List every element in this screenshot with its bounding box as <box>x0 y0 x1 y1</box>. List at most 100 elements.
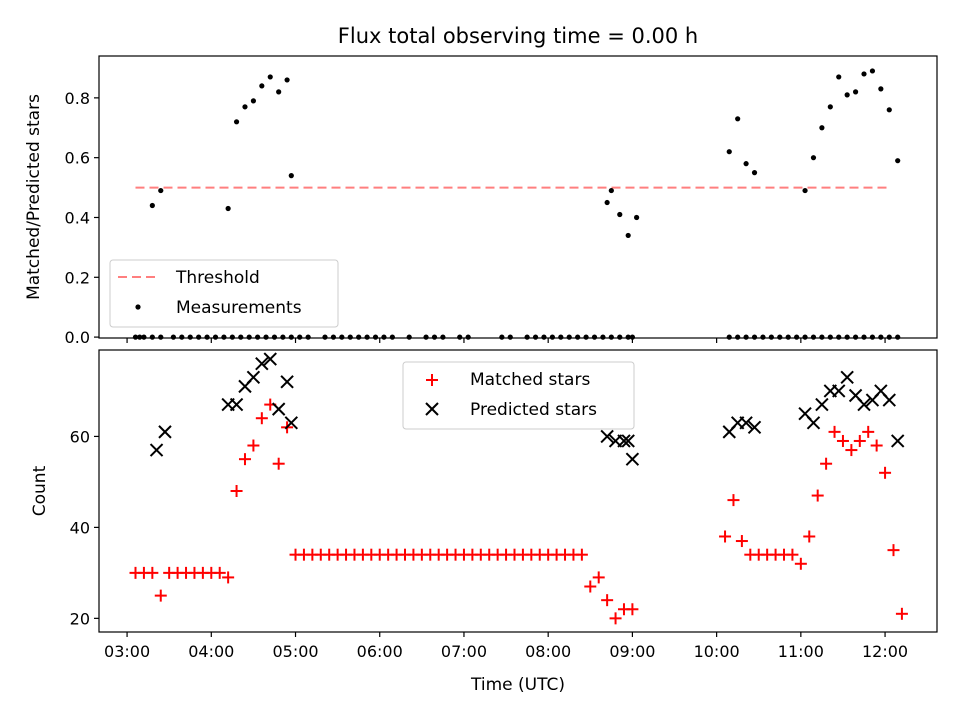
matched-star-point <box>230 485 243 497</box>
measurement-point <box>726 334 732 340</box>
x-tick-label: 11:00 <box>778 642 824 661</box>
measurement-point <box>743 334 749 340</box>
matched-star-point <box>575 548 588 561</box>
bottom-panel: 20 40 60 03:00 04:00 05:00 06:00 07:00 08:00 09:… <box>30 349 938 695</box>
measurement-point <box>179 334 185 340</box>
measurement-point <box>541 334 547 340</box>
matched-star-point <box>853 434 866 447</box>
measurement-point <box>532 334 539 340</box>
measurement-point <box>869 334 876 340</box>
measurement-point <box>827 104 833 110</box>
bottom-y-axis: 20 40 60 <box>70 427 99 628</box>
measurement-point <box>141 334 147 340</box>
measurement-point <box>751 334 758 340</box>
measurement-point <box>617 211 623 218</box>
measurement-point <box>149 334 155 340</box>
matched-star-point <box>213 566 226 579</box>
measurement-point <box>625 334 631 340</box>
measurement-point <box>465 334 471 340</box>
measurement-point <box>794 334 800 340</box>
measurement-point <box>381 334 387 340</box>
measurement-point <box>233 119 240 125</box>
matched-star-point <box>811 489 824 502</box>
measurement-point <box>288 173 294 179</box>
matched-star-point <box>238 453 251 466</box>
bottom-plot-area <box>98 349 938 633</box>
matched-star-point <box>895 607 908 620</box>
measurement-point <box>267 74 273 80</box>
measurement-point <box>869 68 876 74</box>
measurement-point <box>305 334 311 340</box>
matched-star-point <box>803 530 816 543</box>
top-y-tick-label: 0.4 <box>65 208 90 227</box>
measurement-point <box>895 334 901 340</box>
measurement-point <box>255 334 261 340</box>
matched-star-point <box>836 434 849 447</box>
measurement-point <box>406 334 412 340</box>
measurement-point <box>356 334 362 340</box>
matched-star-point <box>626 603 639 616</box>
x-axis-label: Time (UTC) <box>470 675 565 695</box>
predicted-star-point <box>271 402 286 416</box>
measurement-point <box>225 205 231 212</box>
measurement-point <box>836 334 842 340</box>
measurement-point <box>149 202 155 209</box>
matched-star-point <box>146 566 159 579</box>
matched-star-point <box>879 466 892 479</box>
measurement-point <box>137 334 143 340</box>
matched-star-point <box>719 530 732 543</box>
measurement-point <box>751 170 758 176</box>
measurement-point <box>852 334 859 340</box>
measurement-point <box>524 334 530 340</box>
predicted-star-point <box>857 397 871 412</box>
measurement-point <box>735 334 741 340</box>
x-tick-label: 07:00 <box>441 642 487 661</box>
matched-star-point <box>870 439 883 452</box>
predicted-star-point <box>840 370 854 384</box>
top-y-tick-label: 0.0 <box>65 328 90 347</box>
bottom-y-axis-label: Count <box>30 465 50 516</box>
measurement-point <box>575 334 581 340</box>
matched-star-point <box>820 457 833 470</box>
measurement-point <box>250 98 257 104</box>
predicted-star-point <box>890 434 905 448</box>
measurement-points <box>132 68 901 340</box>
measurement-point <box>785 334 791 340</box>
bottom-y-tick-label: 20 <box>70 609 90 628</box>
measurement-point <box>844 334 850 340</box>
measurement-point <box>634 214 640 221</box>
predicted-star-point <box>263 352 277 366</box>
matched-star-point <box>592 571 605 584</box>
measurement-point <box>170 334 176 340</box>
matched-star-point <box>794 557 807 570</box>
matched-star-point <box>828 425 841 438</box>
measurement-point <box>743 161 749 167</box>
matched-star-point <box>735 535 748 548</box>
x-tick-label: 06:00 <box>357 642 403 661</box>
predicted-star-point <box>621 434 635 448</box>
measurement-point <box>802 334 808 340</box>
measurement-point <box>238 334 244 340</box>
matched-star-point <box>584 580 597 593</box>
legend-predicted-swatch <box>425 402 439 416</box>
measurement-point <box>608 187 614 194</box>
matched-star-point <box>601 594 614 607</box>
predicted-star-point <box>815 397 829 412</box>
measurement-point <box>886 107 892 113</box>
measurement-point <box>760 334 766 340</box>
predicted-star-point <box>284 416 299 430</box>
measurement-point <box>878 86 884 92</box>
top-legend: Threshold Measurements <box>109 259 339 328</box>
measurement-point <box>629 334 636 340</box>
predicted-star-point <box>149 443 164 457</box>
measurement-point <box>322 334 328 340</box>
x-tick-label: 12:00 <box>862 642 908 661</box>
matched-star-point <box>255 412 268 425</box>
measurement-point <box>549 334 555 340</box>
top-y-axis: 0.0 0.2 0.4 0.6 0.8 <box>65 89 99 347</box>
legend-measurements-label: Measurements <box>176 298 302 318</box>
measurement-point <box>819 125 825 131</box>
measurement-point <box>499 334 505 340</box>
measurement-point <box>604 199 610 206</box>
